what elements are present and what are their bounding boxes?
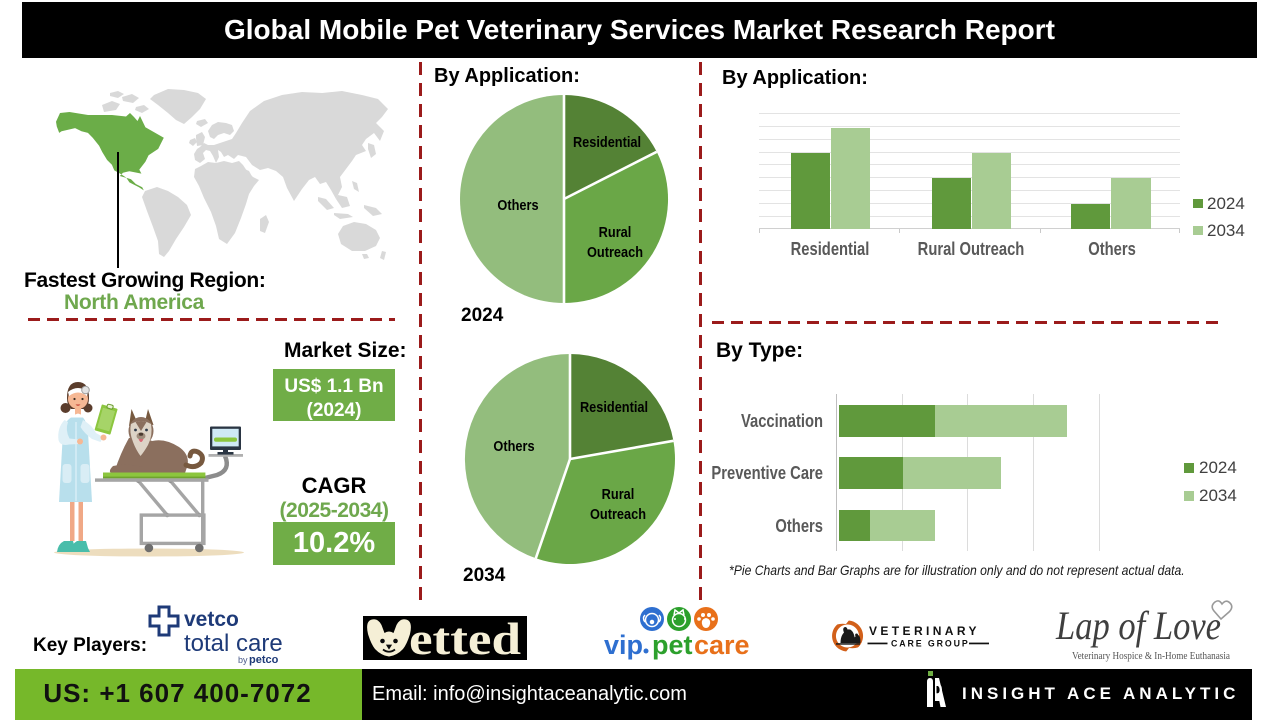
svg-text:by: by: [238, 655, 248, 665]
svg-text:vip: vip: [604, 630, 643, 660]
svg-text:pet: pet: [652, 630, 693, 660]
svg-text:Veterinary Hospice & In-Home E: Veterinary Hospice & In-Home Euthanasia: [1072, 651, 1231, 662]
svg-text:etted: etted: [409, 616, 521, 660]
svg-text:CARE GROUP: CARE GROUP: [891, 639, 970, 649]
svg-text:total care: total care: [184, 630, 283, 657]
svg-text:care: care: [694, 630, 750, 660]
svg-text:VETERINARY: VETERINARY: [869, 624, 980, 638]
svg-text:Lap of Love: Lap of Love: [1055, 603, 1221, 648]
svg-text:vetco: vetco: [184, 608, 239, 631]
svg-text:petco: petco: [249, 654, 279, 666]
